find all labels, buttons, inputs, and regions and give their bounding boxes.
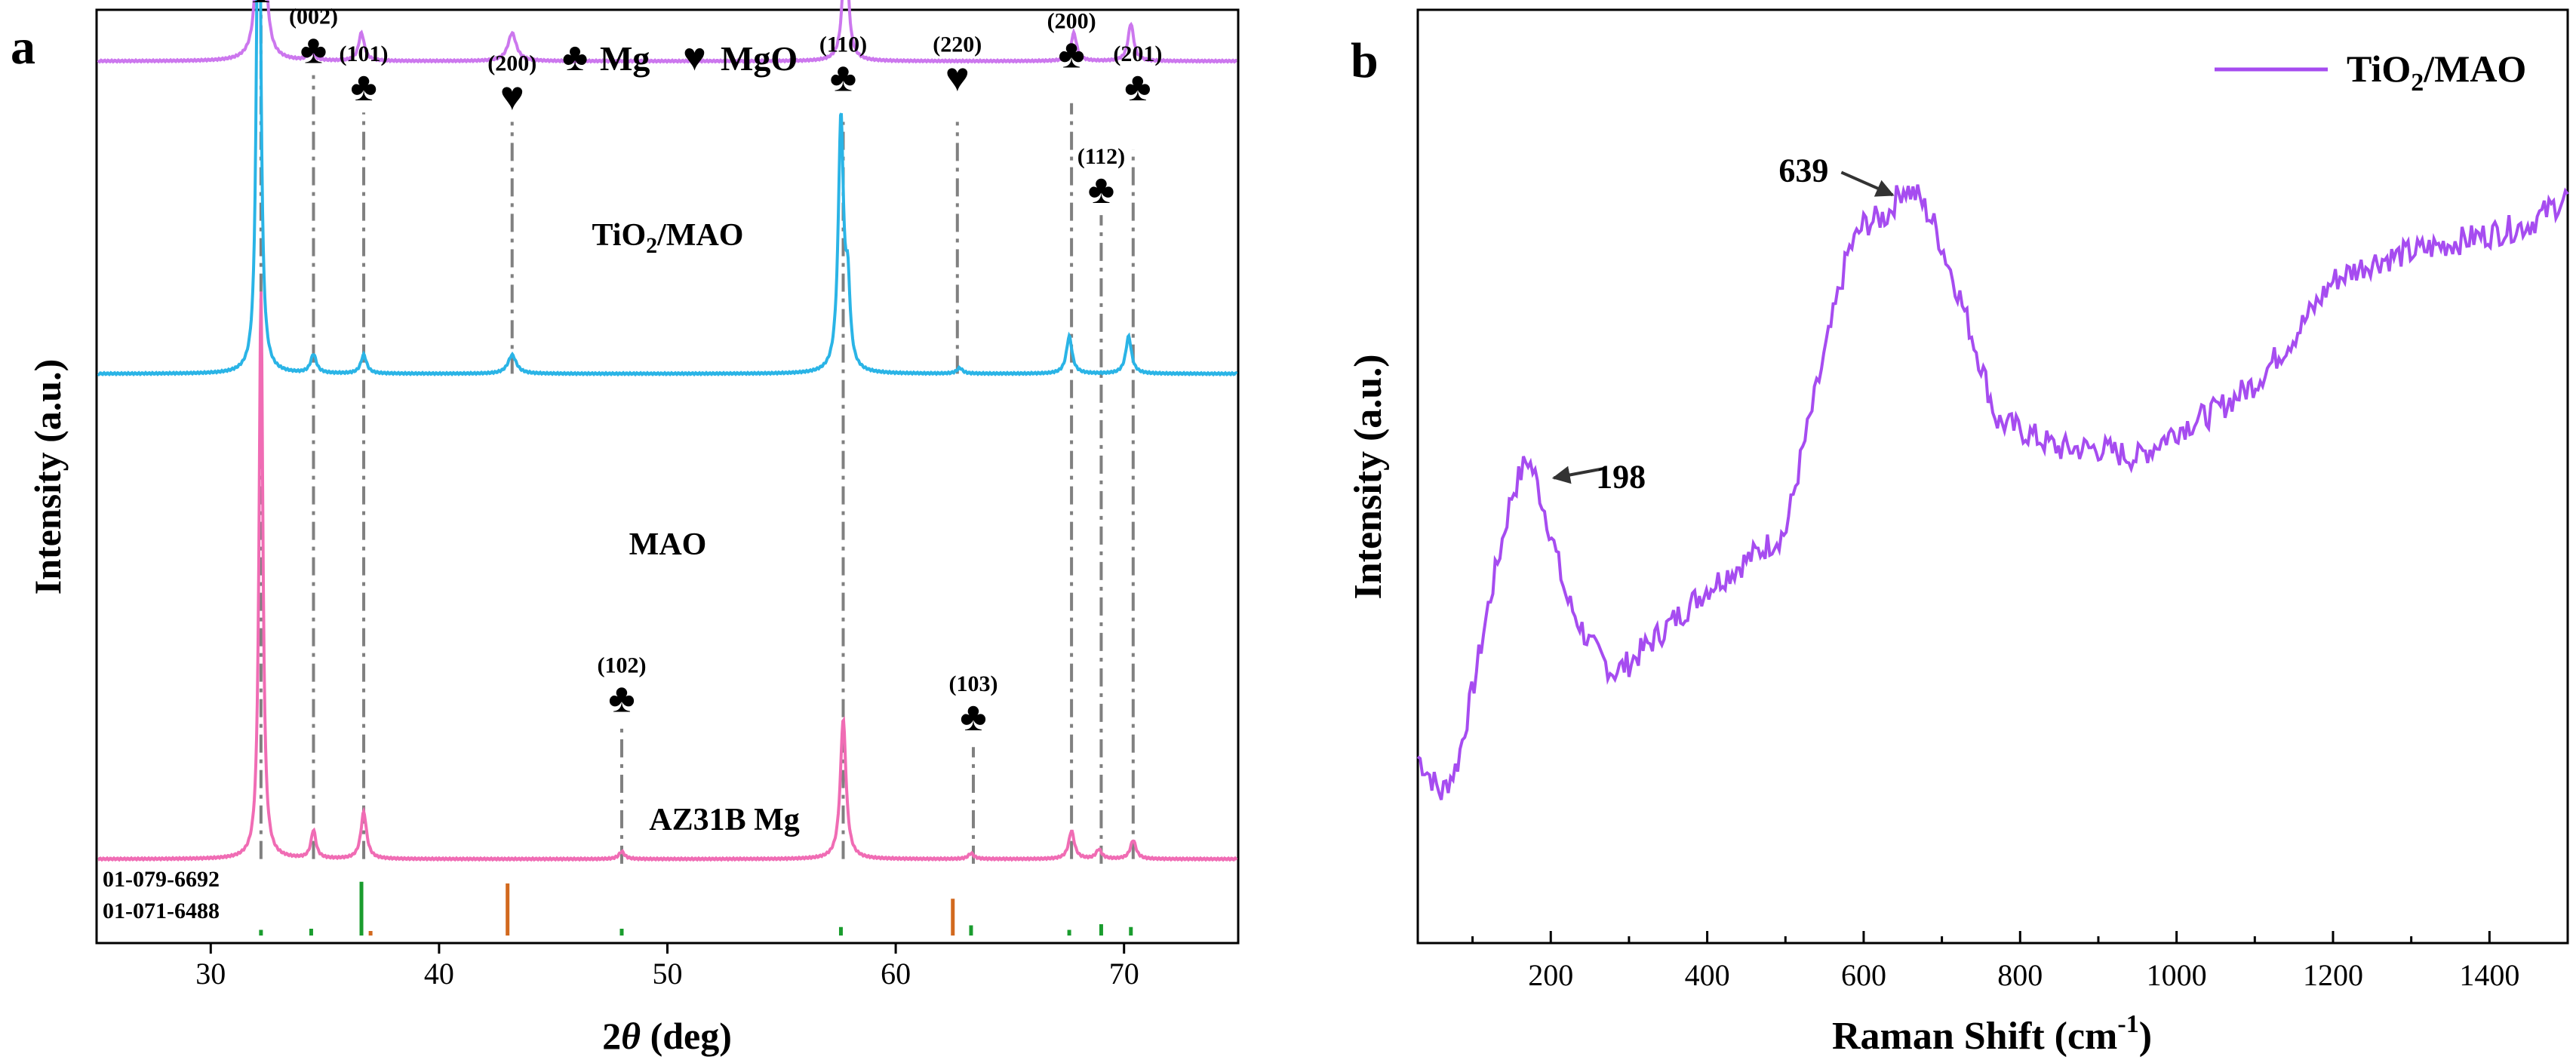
x-tick-label-70: 70: [1109, 957, 1139, 991]
legend-label-sub: 2: [2411, 69, 2424, 97]
series-label-main: TiO: [592, 218, 647, 253]
panel-a-series: [97, 0, 1238, 862]
panel-a-x-axis-label: 2θ (deg): [602, 1015, 732, 1057]
panel-a-reference-bars: [259, 881, 1133, 936]
series-label-main: AZ31B Mg: [649, 803, 800, 837]
series-label-main: MAO: [629, 527, 707, 562]
panel-b-xlabel-sup: -1: [2117, 1010, 2138, 1038]
peak-label-9: (102): [597, 653, 646, 677]
panel-a-x-ticks: 30 40 50 60 70: [195, 943, 1139, 991]
mg-club-icon-4: ♣: [830, 55, 856, 100]
series-label-mao: MAO: [629, 527, 707, 562]
peak-label-2: (101): [340, 41, 389, 66]
peak-label-5: (220): [933, 32, 982, 57]
panel-a-legend: ♣ Mg ♥ MgO: [562, 36, 798, 79]
peak-label-198: 198: [1596, 459, 1646, 496]
panel-b-x-axis-label: Raman Shift (cm-1): [1832, 1010, 2152, 1058]
panel-b-peak-annotations: 639 198: [1551, 152, 1895, 496]
x-tick-label-1200: 1200: [2303, 958, 2363, 992]
panel-b-series: [1416, 184, 2569, 800]
peak-label-10: (103): [948, 671, 998, 696]
x-tick-label-1000: 1000: [2147, 958, 2207, 992]
mg-club-icon-10: ♣: [960, 694, 986, 739]
x-tick-label-50: 50: [653, 957, 683, 991]
panel-a-y-axis-label: Intensity (a.u.): [26, 359, 69, 595]
peak-label-639: 639: [1778, 152, 1828, 189]
legend-mg-label: Mg: [600, 39, 650, 78]
series-line-tio2-mao-raman: [1416, 184, 2569, 800]
mgo-heart-icon-5: ♥: [945, 55, 970, 100]
mg-club-icon-1: ♣: [300, 27, 327, 72]
panel-b-plot-frame: [1416, 8, 2569, 945]
mg-club-icon-2: ♣: [350, 64, 377, 109]
legend-label-tio2-mao: TiO2/MAO: [2347, 48, 2526, 97]
mg-club-icon-8: ♣: [1124, 64, 1151, 109]
panel-b-y-axis-label: Intensity (a.u.): [1347, 354, 1390, 599]
legend-mgo-label: MgO: [721, 39, 798, 78]
peak-arrow-198: [1551, 465, 1603, 484]
panel-a-guide-lines: [259, 10, 1135, 864]
x-tick-label-600: 600: [1841, 958, 1886, 992]
series-label-rest: /MAO: [656, 218, 743, 253]
panel-b-legend: TiO2/MAO: [2215, 48, 2526, 97]
panel-label-a: a: [11, 20, 35, 75]
series-label-sub: 2: [646, 233, 657, 258]
legend-mgo-symbol: ♥: [683, 36, 706, 79]
x-tick-label-60: 60: [881, 957, 911, 991]
x-tick-label-800: 800: [1997, 958, 2043, 992]
peak-label-3: (200): [487, 51, 536, 75]
x-tick-label-40: 40: [424, 957, 454, 991]
panel-a-series-labels: TiO2/MAO MAO AZ31B Mg: [592, 218, 800, 837]
peak-label-6: (200): [1047, 9, 1096, 34]
panel-a-peak-annotations: (100)♣(002)♣(101)♣(200)♥(110)♣(220)♥(200…: [247, 0, 1162, 739]
legend-label-rest: /MAO: [2423, 48, 2526, 90]
series-line-az31b-mg: [97, 291, 1238, 862]
series-line-tio2-mao: [97, 0, 1237, 64]
panel-b-x-ticks: 200 400 600 800 1000 1200 1400: [1471, 931, 2519, 992]
reference-label-orange: 01-071-6488: [103, 899, 220, 923]
mgo-heart-icon-3: ♥: [500, 73, 524, 118]
x-tick-label-1400: 1400: [2459, 958, 2519, 992]
legend-label-main: TiO: [2347, 48, 2411, 90]
series-label-tio2-mao: TiO2/MAO: [592, 218, 744, 258]
panel-b-xlabel-main: Raman Shift (cm: [1832, 1015, 2117, 1058]
x-tick-label-400: 400: [1685, 958, 1730, 992]
peak-arrow-639: [1840, 171, 1895, 197]
peak-label-1: (002): [289, 5, 338, 29]
panel-label-b: b: [1351, 33, 1379, 88]
panel-a-xlabel-theta: θ: [621, 1015, 641, 1057]
peak-label-4: (110): [819, 32, 867, 57]
mg-club-icon-7: ♣: [1088, 167, 1114, 212]
peak-label-8: (201): [1113, 41, 1162, 66]
panel-a-xlabel-prefix: 2: [602, 1015, 621, 1057]
x-tick-label-30: 30: [195, 957, 226, 991]
mg-club-icon-6: ♣: [1058, 32, 1084, 77]
series-line-mao: [97, 0, 1238, 377]
peak-label-7: (112): [1077, 144, 1125, 169]
panel-b-xlabel-end: ): [2139, 1015, 2152, 1058]
legend-mg-symbol: ♣: [562, 36, 588, 79]
series-label-az31b-mg: AZ31B Mg: [649, 803, 800, 837]
x-tick-label-200: 200: [1528, 958, 1573, 992]
mg-club-icon-0: ♣: [247, 0, 274, 11]
panel-b-raman-chart: 639 198 200 400 600 800 1000 1200 1400 TiO2/MAO…: [1347, 8, 2569, 1058]
reference-label-green: 01-079-6692: [103, 867, 220, 892]
mg-club-icon-9: ♣: [608, 675, 635, 720]
panel-a-xlabel-suffix: (deg): [641, 1015, 732, 1057]
